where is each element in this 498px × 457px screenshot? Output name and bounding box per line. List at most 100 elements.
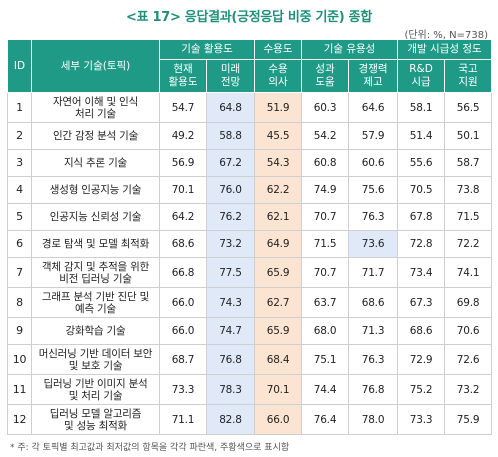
table-row: 5 인공지능 신뢰성 기술 64.2 76.2 62.1 70.7 76.3 67.8 71.5 <box>7 203 493 231</box>
cell-value: 68.6 <box>348 287 399 318</box>
cell-value: 54.2 <box>301 122 350 150</box>
cell-value: 74.3 <box>205 287 256 318</box>
table-row: 7 객체 감지 및 추적을 위한 비전 딥러닝 기술 66.8 77.5 65.9 70.7… <box>7 257 493 288</box>
cell-value: 76.4 <box>301 404 350 435</box>
header-group-usage: 기술 활용도 <box>158 39 256 60</box>
cell-value: 67.3 <box>397 287 446 318</box>
cell-value: 70.1 <box>159 176 207 204</box>
cell-value: 74.9 <box>301 176 350 204</box>
cell-value: 73.3 <box>397 404 446 435</box>
header-col-6: 국고 지원 <box>444 59 493 93</box>
table-row: 12 딥러닝 모델 알고리즘 및 성능 최적화 71.1 82.8 66.0 76.4 78.… <box>7 404 493 435</box>
cell-value: 74.1 <box>444 257 493 288</box>
cell-value: 71.1 <box>159 404 207 435</box>
cell-value: 64.2 <box>159 203 207 231</box>
table-row: 3 지식 추론 기술 56.9 67.2 54.3 60.8 60.6 55.6 58.7 <box>7 149 493 177</box>
cell-value: 58.1 <box>397 92 446 123</box>
row-topic-name: 딥러닝 기반 이미지 분석 및 처리 기술 <box>31 374 160 405</box>
row-id: 3 <box>7 149 32 177</box>
cell-value: 68.4 <box>254 344 303 375</box>
cell-value: 66.0 <box>159 317 207 345</box>
row-topic-name: 강화학습 기술 <box>31 317 160 345</box>
cell-value: 70.7 <box>301 203 350 231</box>
cell-value: 67.2 <box>205 149 256 177</box>
cell-value: 76.2 <box>205 203 256 231</box>
header-col-1: 미래 전망 <box>205 59 256 93</box>
cell-value: 72.2 <box>444 230 493 258</box>
header-col-5: R&D 시급 <box>397 59 446 93</box>
row-topic-name: 경로 탐색 및 모델 최적화 <box>31 230 160 258</box>
table-row: 6 경로 탐색 및 모델 최적화 68.6 73.2 64.9 71.5 73.6 72.8 7… <box>7 230 493 258</box>
cell-value: 63.7 <box>301 287 350 318</box>
row-id: 7 <box>7 257 32 288</box>
cell-value: 60.6 <box>348 149 399 177</box>
row-topic-name: 생성형 인공지능 기술 <box>31 176 160 204</box>
table-row: 8 그래프 분석 기반 진단 및 예측 기술 66.0 74.3 62.7 63.7 68.6… <box>7 287 493 318</box>
row-id: 10 <box>7 344 32 375</box>
cell-value: 70.1 <box>254 374 303 405</box>
cell-value: 68.0 <box>301 317 350 345</box>
cell-value: 65.9 <box>254 317 303 345</box>
cell-value: 64.6 <box>348 92 399 123</box>
header-id: ID <box>7 39 32 93</box>
row-topic-name: 자연어 이해 및 인식 처리 기술 <box>31 92 160 123</box>
cell-value: 66.8 <box>159 257 207 288</box>
cell-value: 75.1 <box>301 344 350 375</box>
row-topic-name: 인공지능 신뢰성 기술 <box>31 203 160 231</box>
row-id: 1 <box>7 92 32 123</box>
row-id: 8 <box>7 287 32 318</box>
cell-value: 72.9 <box>397 344 446 375</box>
cell-value: 51.4 <box>397 122 446 150</box>
header-group-urgency: 개발 시급성 정도 <box>397 39 493 60</box>
row-topic-name: 객체 감지 및 추적을 위한 비전 딥러닝 기술 <box>31 257 160 288</box>
cell-value: 68.7 <box>159 344 207 375</box>
cell-value: 74.7 <box>205 317 256 345</box>
cell-value: 73.8 <box>444 176 493 204</box>
header-col-0: 현재 활용도 <box>159 59 207 93</box>
row-topic-name: 인간 감정 분석 기술 <box>31 122 160 150</box>
table-row: 1 자연어 이해 및 인식 처리 기술 54.7 64.8 51.9 60.3 64.6 58.… <box>7 92 493 123</box>
row-id: 2 <box>7 122 32 150</box>
row-id: 6 <box>7 230 32 258</box>
row-id: 5 <box>7 203 32 231</box>
cell-value: 62.7 <box>254 287 303 318</box>
cell-value: 78.3 <box>205 374 256 405</box>
cell-value: 72.8 <box>397 230 446 258</box>
cell-value: 65.9 <box>254 257 303 288</box>
cell-value: 71.5 <box>444 203 493 231</box>
cell-value: 60.3 <box>301 92 350 123</box>
cell-value: 56.9 <box>159 149 207 177</box>
cell-value: 54.3 <box>254 149 303 177</box>
row-topic-name: 그래프 분석 기반 진단 및 예측 기술 <box>31 287 160 318</box>
cell-value: 73.4 <box>397 257 446 288</box>
cell-value: 73.2 <box>444 374 493 405</box>
cell-value: 45.5 <box>254 122 303 150</box>
cell-value: 68.6 <box>159 230 207 258</box>
cell-value: 62.1 <box>254 203 303 231</box>
footnote: * 주: 각 토픽별 최고값과 최저값의 항목을 각각 파란색, 주황색으로 표… <box>10 443 290 453</box>
table-row: 4 생성형 인공지능 기술 70.1 76.0 62.2 74.9 75.6 70.5 73.8 <box>7 176 493 204</box>
header-name: 세부 기술(토픽) <box>31 39 160 93</box>
header-group-acceptance: 수용도 <box>254 39 303 60</box>
cell-value: 73.2 <box>205 230 256 258</box>
cell-value: 73.6 <box>348 230 399 258</box>
cell-value: 76.3 <box>348 203 399 231</box>
row-topic-name: 머신러닝 기반 데이터 보안 및 보호 기술 <box>31 344 160 375</box>
cell-value: 76.0 <box>205 176 256 204</box>
table-title: <표 17> 응답결과(긍정응답 비중 기준) 종합 <box>126 10 372 25</box>
cell-value: 57.9 <box>348 122 399 150</box>
cell-value: 76.3 <box>348 344 399 375</box>
table-row: 2 인간 감정 분석 기술 49.2 58.8 45.5 54.2 57.9 51.4 50.1 <box>7 122 493 150</box>
cell-value: 71.3 <box>348 317 399 345</box>
results-table: ID 세부 기술(토픽) 기술 활용도 수용도 기술 유용성 개발 시급성 정도… <box>7 39 493 435</box>
header-col-2: 수용 의사 <box>254 59 303 93</box>
table-row: 11 딥러닝 기반 이미지 분석 및 처리 기술 73.3 78.3 70.1 74.4 76… <box>7 374 493 405</box>
cell-value: 70.6 <box>444 317 493 345</box>
cell-value: 72.6 <box>444 344 493 375</box>
cell-value: 49.2 <box>159 122 207 150</box>
cell-value: 71.7 <box>348 257 399 288</box>
row-id: 4 <box>7 176 32 204</box>
cell-value: 66.0 <box>254 404 303 435</box>
header-group-usefulness: 기술 유용성 <box>301 39 399 60</box>
cell-value: 58.8 <box>205 122 256 150</box>
